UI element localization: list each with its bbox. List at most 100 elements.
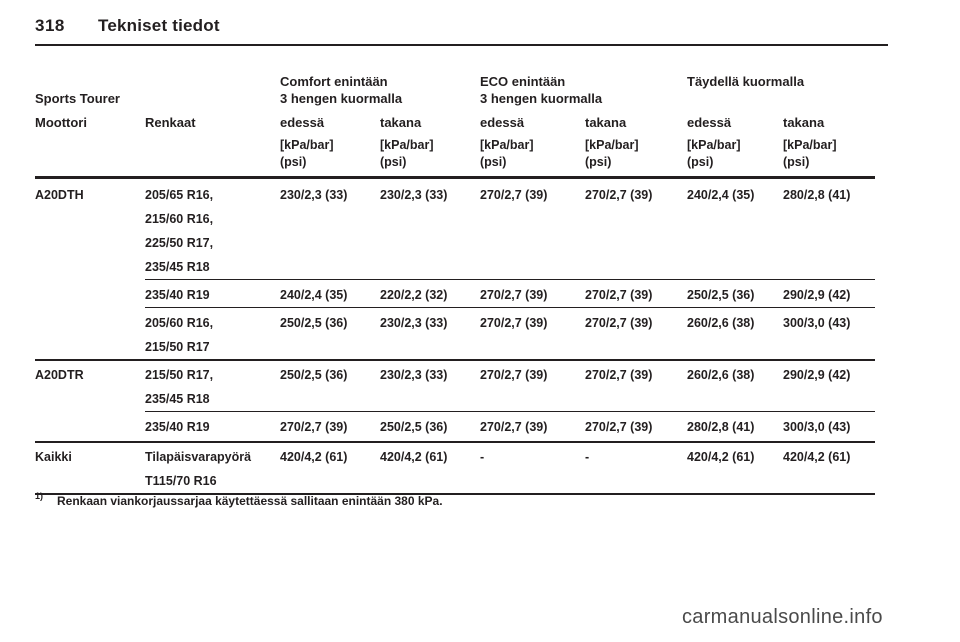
footnote-text: Renkaan viankorjaussarjaa käytettäessä s…	[57, 494, 443, 508]
page-number: 318	[35, 16, 65, 35]
group-header-full-load: Täydellä kuormalla	[687, 73, 875, 107]
tire-size: 235/45 R18	[145, 391, 210, 406]
unit-psi: (psi)	[783, 155, 810, 169]
pressure-comfort-rear: 230/2,3 (33)	[380, 315, 448, 330]
tire-size: 215/50 R17	[145, 339, 210, 354]
table-row: 235/40 R19 270/2,7 (39) 250/2,5 (36) 270…	[35, 410, 880, 441]
group-header-comfort-line2: 3 hengen kuormalla	[280, 91, 403, 106]
pressure-full-front: 260/2,6 (38)	[687, 315, 755, 330]
pressure-eco-rear: 270/2,7 (39)	[585, 315, 653, 330]
column-header-full-front: edessä	[687, 115, 732, 130]
table-row: 235/40 R19 240/2,4 (35) 220/2,2 (32) 270…	[35, 278, 880, 307]
unit-psi: (psi)	[380, 155, 407, 169]
unit-label: [kPa/bar] (psi)	[280, 137, 380, 171]
pressure-full-rear: 280/2,8 (41)	[783, 187, 851, 202]
tires-cell: 205/65 R16, 215/60 R16, 225/50 R17, 235/…	[145, 183, 280, 279]
table-group-header-row: Sports Tourer Comfort enintään 3 hengen …	[35, 73, 880, 107]
variant-label: Sports Tourer	[35, 91, 120, 106]
group-header-eco: ECO enintään 3 hengen kuormalla	[480, 73, 687, 107]
tire-size: 215/50 R17,	[145, 367, 214, 382]
table-row: 205/60 R16, 215/50 R17 250/2,5 (36) 230/…	[35, 306, 880, 359]
pressure-full-front: 240/2,4 (35)	[687, 187, 755, 202]
pressure-comfort-front: 250/2,5 (36)	[280, 367, 348, 382]
unit-kpa-bar: [kPa/bar]	[380, 138, 434, 152]
tires-cell: 205/60 R16, 215/50 R17	[145, 311, 280, 359]
pressure-eco-front: 270/2,7 (39)	[480, 315, 548, 330]
tire-size: 215/60 R16,	[145, 211, 214, 226]
engine-cell	[35, 415, 145, 441]
engine-cell	[35, 311, 145, 359]
table-row: A20DTR 215/50 R17, 235/45 R18 250/2,5 (3…	[35, 358, 880, 411]
unit-label: [kPa/bar] (psi)	[585, 137, 687, 171]
page-title: Tekniset tiedot	[98, 16, 220, 35]
pressure-comfort-front: 240/2,4 (35)	[280, 287, 348, 302]
pressure-full-front: 250/2,5 (36)	[687, 287, 755, 302]
pressure-eco-front: 270/2,7 (39)	[480, 367, 548, 382]
unit-spacer	[35, 137, 145, 171]
pressure-comfort-front: 270/2,7 (39)	[280, 419, 348, 434]
table-row: Kaikki Tilapäisvarapyörä T115/70 R16 420…	[35, 440, 880, 493]
unit-kpa-bar: [kPa/bar]	[783, 138, 837, 152]
pressure-comfort-rear: 230/2,3 (33)	[380, 367, 448, 382]
engine-cell: A20DTH	[35, 187, 84, 202]
pressure-eco-rear: -	[585, 449, 590, 464]
column-header-comfort-rear: takana	[380, 115, 422, 130]
table-bottom-divider	[35, 492, 875, 495]
spare-wheel-label: Tilapäisvarapyörä	[145, 449, 252, 464]
pressure-eco-rear: 270/2,7 (39)	[585, 367, 653, 382]
table-column-header-row: Moottori Renkaat edessä takana edessä ta…	[35, 114, 880, 131]
column-header-tires: Renkaat	[145, 115, 196, 130]
group-header-full-line1: Täydellä kuormalla	[687, 74, 805, 89]
tires-cell: 235/40 R19	[145, 415, 280, 441]
column-header-full-rear: takana	[783, 115, 825, 130]
pressure-comfort-front: 230/2,3 (33)	[280, 187, 348, 202]
pressure-full-rear: 300/3,0 (43)	[783, 419, 851, 434]
tire-size: 235/45 R18	[145, 259, 210, 274]
column-header-engine: Moottori	[35, 115, 87, 130]
group-header-eco-line2: 3 hengen kuormalla	[480, 91, 603, 106]
pressure-eco-front: 270/2,7 (39)	[480, 287, 548, 302]
pressure-eco-front: 270/2,7 (39)	[480, 419, 548, 434]
column-header-comfort-front: edessä	[280, 115, 325, 130]
unit-label: [kPa/bar] (psi)	[380, 137, 480, 171]
group-header-comfort: Comfort enintään 3 hengen kuormalla	[280, 73, 480, 107]
tire-size: 205/65 R16,	[145, 187, 214, 202]
table-header-divider	[35, 176, 875, 179]
group-header-comfort-line1: Comfort enintään	[280, 74, 388, 89]
pressure-eco-rear: 270/2,7 (39)	[585, 187, 653, 202]
pressure-full-rear: 300/3,0 (43)	[783, 315, 851, 330]
unit-psi: (psi)	[585, 155, 612, 169]
pressure-eco-rear: 270/2,7 (39)	[585, 287, 653, 302]
unit-kpa-bar: [kPa/bar]	[687, 138, 741, 152]
pressure-full-rear: 420/4,2 (61)	[783, 449, 851, 464]
unit-kpa-bar: [kPa/bar]	[480, 138, 534, 152]
unit-spacer	[145, 137, 280, 171]
page-header: 318 Tekniset tiedot	[35, 16, 890, 36]
pressure-full-rear: 290/2,9 (42)	[783, 287, 851, 302]
tire-size: 205/60 R16,	[145, 315, 214, 330]
column-header-eco-front: edessä	[480, 115, 525, 130]
tire-size: 235/40 R19	[145, 287, 210, 302]
engine-cell	[35, 283, 145, 307]
engine-cell: Kaikki	[35, 449, 72, 464]
pressure-comfort-rear: 230/2,3 (33)	[380, 187, 448, 202]
unit-psi: (psi)	[687, 155, 714, 169]
pressure-comfort-rear: 220/2,2 (32)	[380, 287, 448, 302]
column-header-eco-rear: takana	[585, 115, 627, 130]
unit-kpa-bar: [kPa/bar]	[585, 138, 639, 152]
group-header-eco-line1: ECO enintään	[480, 74, 566, 89]
footnote: 1) Renkaan viankorjaussarjaa käytettäessä…	[35, 491, 443, 508]
unit-psi: (psi)	[280, 155, 307, 169]
tires-cell: 235/40 R19	[145, 283, 280, 307]
unit-label: [kPa/bar] (psi)	[783, 137, 875, 171]
pressure-comfort-front: 250/2,5 (36)	[280, 315, 348, 330]
unit-psi: (psi)	[480, 155, 507, 169]
pressure-full-front: 420/4,2 (61)	[687, 449, 755, 464]
tire-pressure-table: Sports Tourer Comfort enintään 3 hengen …	[35, 73, 880, 495]
pressure-full-rear: 290/2,9 (42)	[783, 367, 851, 382]
tire-size: 235/40 R19	[145, 419, 210, 434]
tire-size: 225/50 R17,	[145, 235, 214, 250]
footnote-marker: 1)	[35, 491, 44, 501]
pressure-eco-rear: 270/2,7 (39)	[585, 419, 653, 434]
